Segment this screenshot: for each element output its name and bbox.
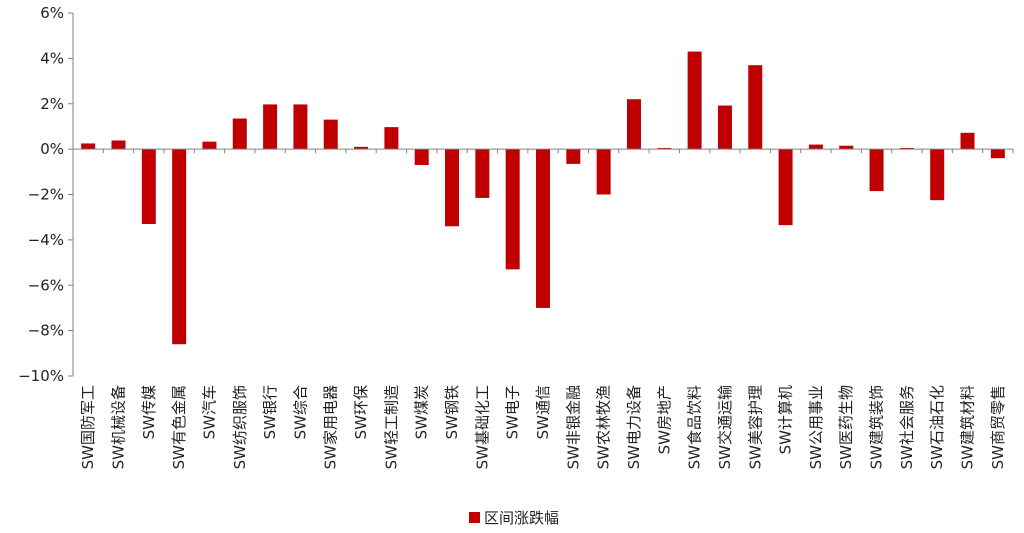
category-labels: SW国防军工 SW机械设备 SW传媒 SW有色金属 SW汽车 SW纺织服饰 SW银行 SW综合… [79,385,1007,469]
bar [930,149,945,201]
y-tick-label: −2% [28,186,64,204]
y-tick-label: 6% [40,4,64,22]
category-label: SW非银金融 [564,385,582,469]
y-tick-label: −6% [28,276,64,294]
category-label: SW钢铁 [443,385,461,439]
category-label: SW基础化工 [473,385,491,469]
bar [566,149,581,164]
legend-swatch [469,512,480,523]
bar [717,105,732,150]
category-label: SW有色金属 [170,385,188,469]
legend: 区间涨跌幅 [469,509,559,527]
bar [748,65,763,150]
bar [293,104,308,150]
category-label: SW银行 [261,385,279,439]
y-tick-label: 2% [40,95,64,113]
bar [202,141,217,150]
y-tick-label: −8% [28,322,64,340]
bar [323,119,338,150]
y-tick-label: −4% [28,231,64,249]
category-label: SW社会服务 [898,385,916,469]
category-label: SW环保 [352,385,370,439]
category-label: SW美容护理 [746,385,764,469]
category-label: SW医药生物 [837,385,855,469]
bar [839,145,854,150]
category-label: SW汽车 [200,385,218,439]
category-label: SW通信 [534,385,552,439]
category-label: SW电子 [504,385,522,439]
y-tick-label: −10% [18,367,64,385]
bar [505,149,520,270]
category-label: SW传媒 [140,385,158,439]
category-label: SW电力设备 [625,385,643,469]
bar [384,127,399,150]
y-axis: −10% −8% −6% −4% −2% 0% 2% 4% 6% [18,4,74,385]
legend-label: 区间涨跌幅 [484,509,559,527]
category-label: SW商贸零售 [989,385,1007,469]
bar [414,149,429,166]
bar [869,149,884,192]
category-label: SW房地产 [655,385,673,454]
category-label: SW机械设备 [109,385,127,469]
category-label: SW计算机 [777,385,795,454]
x-axis [72,148,1014,154]
category-label: SW食品饮料 [686,385,704,469]
category-label: SW纺织服饰 [231,385,249,469]
category-label: SW国防军工 [79,385,97,469]
bar [354,146,369,150]
bar [960,132,975,150]
y-tick-label: 4% [40,49,64,67]
category-label: SW公用事业 [807,385,825,469]
bar [445,149,460,227]
bar [172,149,187,345]
category-label: SW综合 [291,385,309,439]
bars [81,51,1005,345]
bar [778,149,793,226]
category-label: SW农林牧渔 [595,385,613,469]
category-label: SW石油石化 [928,385,946,469]
bar [81,143,96,150]
bar [657,147,672,150]
bar [232,118,247,150]
bar [808,144,823,150]
category-label: SW建筑装饰 [868,385,886,469]
bar [596,149,611,195]
category-label: SW轻工制造 [382,385,400,469]
bar [475,149,490,198]
category-label: SW交通运输 [716,385,734,469]
category-label: SW煤炭 [413,385,431,439]
category-label: SW家用电器 [322,385,340,469]
bar [141,149,156,224]
bar [263,104,278,150]
bar [536,149,550,308]
bar [111,140,126,150]
category-label: SW建筑材料 [959,385,977,469]
y-tick-label: 0% [40,140,64,158]
bar [687,51,702,150]
bar [990,149,1005,159]
bar [899,147,914,150]
bar [626,99,641,150]
